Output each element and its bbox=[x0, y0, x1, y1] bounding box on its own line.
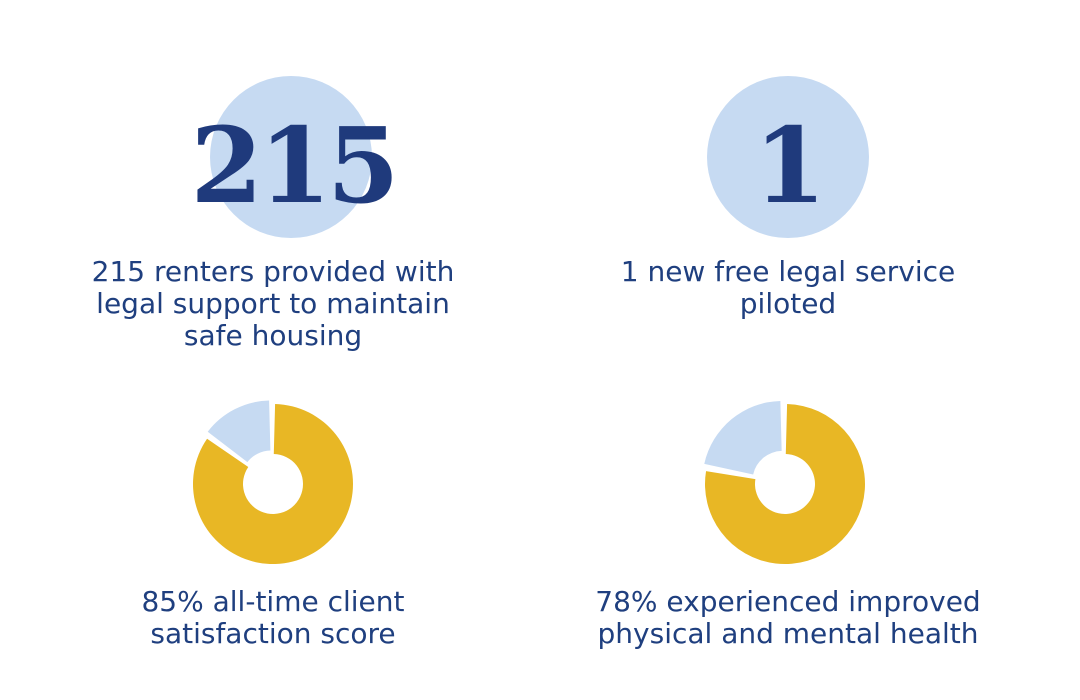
stat-caption: 215 renters provided with legal support … bbox=[13, 256, 533, 352]
caption-line: safe housing bbox=[183, 319, 363, 352]
stat-number: 215 bbox=[190, 104, 399, 227]
caption-line: 85% all-time client bbox=[141, 585, 405, 618]
stat-caption: 78% experienced improved physical and me… bbox=[528, 586, 1048, 650]
stat-caption: 1 new free legal service piloted bbox=[528, 256, 1048, 320]
caption-line: 1 new free legal service bbox=[620, 255, 956, 288]
highlight-circle bbox=[210, 76, 372, 238]
donut-slice-main bbox=[193, 404, 353, 564]
caption-line: piloted bbox=[739, 287, 837, 320]
donut-slice-main bbox=[705, 404, 865, 564]
highlight-circle bbox=[707, 76, 869, 238]
caption-line: legal support to maintain bbox=[96, 287, 450, 320]
caption-line: physical and mental health bbox=[597, 617, 979, 650]
donut-chart-satisfaction bbox=[193, 400, 353, 564]
caption-line: 215 renters provided with bbox=[91, 255, 455, 288]
stat-number: 1 bbox=[753, 104, 826, 227]
donut-chart-health bbox=[704, 400, 865, 564]
donut-slice-remainder bbox=[207, 400, 271, 463]
caption-line: satisfaction score bbox=[150, 617, 396, 650]
stat-caption: 85% all-time client satisfaction score bbox=[13, 586, 533, 650]
caption-line: 78% experienced improved bbox=[595, 585, 981, 618]
donut-slice-remainder bbox=[704, 400, 782, 475]
